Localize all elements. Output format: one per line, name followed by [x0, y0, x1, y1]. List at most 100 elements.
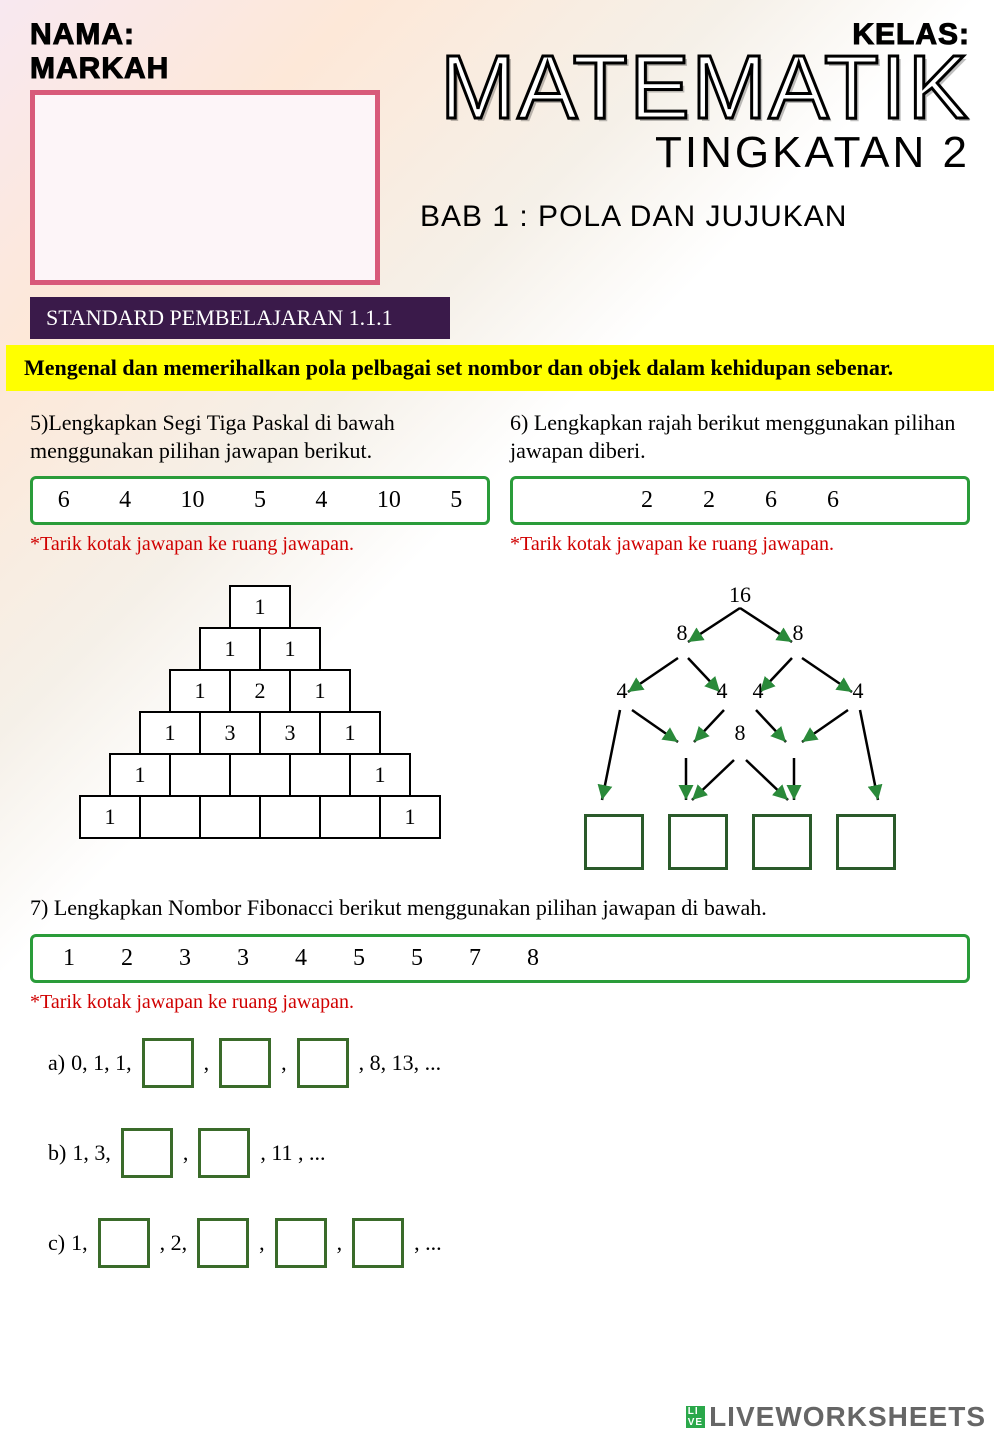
- q7-options[interactable]: 1 2 3 3 4 5 5 7 8: [30, 934, 970, 983]
- pascal-cell: 1: [109, 753, 171, 797]
- q7-opt[interactable]: 1: [63, 945, 75, 972]
- q7-opt[interactable]: 5: [411, 945, 423, 972]
- watermark: LIVE LIVEWORKSHEETS: [686, 1401, 986, 1433]
- q6-hint: *Tarik kotak jawapan ke ruang jawapan.: [510, 533, 970, 556]
- q6-answer-box[interactable]: [668, 814, 728, 870]
- tree-n: 4: [753, 678, 764, 703]
- pascal-cell: 1: [259, 627, 321, 671]
- q7-opt[interactable]: 4: [295, 945, 307, 972]
- fib-answer-box[interactable]: [352, 1218, 404, 1268]
- fib-answer-box[interactable]: [219, 1038, 271, 1088]
- pascal-cell: 3: [259, 711, 321, 755]
- header: NAMA: MARKAH KELAS: MATEMATIK TINGKATAN …: [0, 0, 1000, 285]
- q5-text: 5)Lengkapkan Segi Tiga Paskal di bawah m…: [30, 409, 490, 464]
- q7-opt[interactable]: 7: [469, 945, 481, 972]
- row-mid: , 2,: [160, 1230, 188, 1256]
- pascal-cell: 2: [229, 669, 291, 713]
- q6-opt[interactable]: 6: [827, 487, 839, 514]
- q7-row-b: b) 1, 3, , , 11 , ...: [30, 1128, 970, 1178]
- worksheet-page: NAMA: MARKAH KELAS: MATEMATIK TINGKATAN …: [0, 0, 1000, 1443]
- row-label: b): [48, 1140, 66, 1166]
- fib-answer-box[interactable]: [297, 1038, 349, 1088]
- pascal-cell: 1: [199, 627, 261, 671]
- fib-answer-box[interactable]: [121, 1128, 173, 1178]
- pascal-answer-cell[interactable]: [199, 795, 261, 839]
- pascal-cell: 1: [79, 795, 141, 839]
- pascal-cell: 1: [319, 711, 381, 755]
- watermark-text: LIVEWORKSHEETS: [709, 1401, 986, 1433]
- pascal-answer-cell[interactable]: [289, 753, 351, 797]
- q7-row-a: a) 0, 1, 1, , , , 8, 13, ...: [30, 1038, 970, 1088]
- q7-hint: *Tarik kotak jawapan ke ruang jawapan.: [30, 991, 970, 1014]
- bab-title: BAB 1 : POLA DAN JUJUKAN: [410, 200, 970, 234]
- objective-bar: Mengenal dan memerihalkan pola pelbagai …: [6, 345, 994, 391]
- question-7: 7) Lengkapkan Nombor Fibonacci berikut m…: [30, 894, 970, 1268]
- q6-text: 6) Lengkapkan rajah berikut menggunakan …: [510, 409, 970, 464]
- q5-opt[interactable]: 10: [377, 487, 401, 514]
- tree-n: 8: [735, 720, 746, 745]
- question-5: 5)Lengkapkan Segi Tiga Paskal di bawah m…: [30, 409, 490, 870]
- q6-opt[interactable]: 2: [703, 487, 715, 514]
- watermark-badge-icon: LIVE: [686, 1406, 705, 1428]
- pascal-cell: 1: [229, 585, 291, 629]
- fib-answer-box[interactable]: [98, 1218, 150, 1268]
- fib-answer-box[interactable]: [142, 1038, 194, 1088]
- tree-n: 8: [677, 620, 688, 645]
- pascal-cell: 1: [289, 669, 351, 713]
- q5-opt[interactable]: 5: [450, 487, 462, 514]
- row-prefix: 1, 3,: [72, 1140, 111, 1166]
- q7-opt[interactable]: 3: [237, 945, 249, 972]
- fib-answer-box[interactable]: [197, 1218, 249, 1268]
- q6-answer-box[interactable]: [752, 814, 812, 870]
- nama-label: NAMA:: [30, 18, 410, 52]
- tree-n: 8: [793, 620, 804, 645]
- pascal-cell: 1: [349, 753, 411, 797]
- markah-input-box[interactable]: [30, 90, 380, 285]
- row-suffix: , 11 , ...: [260, 1140, 325, 1166]
- q5-opt[interactable]: 4: [119, 487, 131, 514]
- q6-opt[interactable]: 6: [765, 487, 777, 514]
- pascal-cell: 3: [199, 711, 261, 755]
- pascal-answer-cell[interactable]: [169, 753, 231, 797]
- row-label: a): [48, 1050, 65, 1076]
- q5-opt[interactable]: 5: [254, 487, 266, 514]
- fib-answer-box[interactable]: [275, 1218, 327, 1268]
- q7-opt[interactable]: 2: [121, 945, 133, 972]
- q7-row-c: c) 1, , 2, , , , ...: [30, 1218, 970, 1268]
- pascal-answer-cell[interactable]: [139, 795, 201, 839]
- question-6: 6) Lengkapkan rajah berikut menggunakan …: [510, 409, 970, 870]
- row-prefix: 1,: [71, 1230, 88, 1256]
- row-suffix: , ...: [414, 1230, 442, 1256]
- q5-opt[interactable]: 10: [181, 487, 205, 514]
- q6-answer-box[interactable]: [584, 814, 644, 870]
- tree-root: 16: [729, 582, 751, 607]
- q5-opt[interactable]: 4: [315, 487, 327, 514]
- tree-n: 4: [617, 678, 628, 703]
- q5-opt[interactable]: 6: [58, 487, 70, 514]
- pascal-cell: 1: [379, 795, 441, 839]
- q7-text: 7) Lengkapkan Nombor Fibonacci berikut m…: [30, 894, 970, 922]
- q7-opt[interactable]: 5: [353, 945, 365, 972]
- q5-hint: *Tarik kotak jawapan ke ruang jawapan.: [30, 533, 490, 556]
- q5-options[interactable]: 6 4 10 5 4 10 5: [30, 476, 490, 525]
- pascal-answer-cell[interactable]: [229, 753, 291, 797]
- pascal-triangle: 11112113311111: [30, 586, 490, 838]
- q7-opt[interactable]: 3: [179, 945, 191, 972]
- row-suffix: , 8, 13, ...: [359, 1050, 442, 1076]
- q6-opt[interactable]: 2: [641, 487, 653, 514]
- q6-answer-box[interactable]: [836, 814, 896, 870]
- markah-label: MARKAH: [30, 52, 410, 86]
- q7-opt[interactable]: 8: [527, 945, 539, 972]
- q6-tree: 16 8 8 4 4 4 4 8: [510, 580, 970, 870]
- row-label: c): [48, 1230, 65, 1256]
- fib-answer-box[interactable]: [198, 1128, 250, 1178]
- row-prefix: 0, 1, 1,: [71, 1050, 132, 1076]
- tree-n: 4: [853, 678, 864, 703]
- pascal-answer-cell[interactable]: [259, 795, 321, 839]
- tree-n: 4: [717, 678, 728, 703]
- standard-bar: STANDARD PEMBELAJARAN 1.1.1: [30, 297, 450, 339]
- q6-options[interactable]: 2 2 6 6: [510, 476, 970, 525]
- pascal-answer-cell[interactable]: [319, 795, 381, 839]
- pascal-cell: 1: [169, 669, 231, 713]
- pascal-cell: 1: [139, 711, 201, 755]
